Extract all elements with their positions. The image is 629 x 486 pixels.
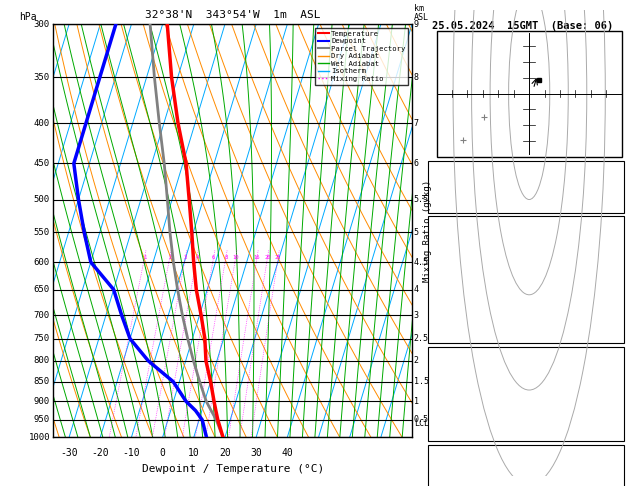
Text: PW (cm): PW (cm) [437,200,474,208]
Text: 319: 319 [601,382,618,391]
Text: Pressure (mb): Pressure (mb) [437,366,506,375]
Text: 8: 8 [414,73,419,82]
Text: -30: -30 [60,448,78,458]
Text: 318: 318 [601,275,618,284]
Text: 850: 850 [34,377,50,386]
Text: 1: 1 [414,397,419,406]
Text: 0.5: 0.5 [414,416,429,424]
Text: 800: 800 [601,366,618,375]
Text: 4: 4 [195,255,198,260]
Text: 400: 400 [34,119,50,127]
Text: EH: EH [437,469,447,477]
Text: Most Unstable: Most Unstable [491,350,561,359]
Text: 4: 4 [414,285,419,294]
Text: 5.5: 5.5 [414,195,429,204]
Text: 4.5: 4.5 [414,258,429,267]
Text: -10: -10 [123,448,140,458]
Text: Temp (°C): Temp (°C) [437,239,485,248]
Text: -20: -20 [91,448,109,458]
Text: 25: 25 [275,255,281,260]
Text: Totals Totals: Totals Totals [437,183,506,191]
Text: 2.5: 2.5 [414,334,429,343]
Text: 450: 450 [34,159,50,168]
Text: LCL: LCL [414,419,429,428]
Text: CIN (J): CIN (J) [437,429,474,438]
Text: 0: 0 [612,413,618,422]
Text: 1.5: 1.5 [414,377,429,386]
Text: 16: 16 [607,165,618,174]
Text: 0: 0 [612,469,618,477]
Text: 7: 7 [414,119,419,127]
Text: 6: 6 [414,159,419,168]
Text: 600: 600 [34,258,50,267]
Text: 900: 900 [34,397,50,406]
Text: Hodograph: Hodograph [502,450,550,458]
Text: Dewpoint / Temperature (°C): Dewpoint / Temperature (°C) [142,464,324,474]
Text: θₑ(K): θₑ(K) [437,275,464,284]
Text: 16: 16 [253,255,260,260]
Text: 800: 800 [34,356,50,365]
Text: 32°38'N  343°54'W  1m  ASL: 32°38'N 343°54'W 1m ASL [145,10,321,20]
Text: 2.35: 2.35 [596,200,618,208]
Text: Mixing Ratio (g/kg): Mixing Ratio (g/kg) [423,180,432,282]
Text: 1000: 1000 [28,433,50,442]
Text: kt: kt [443,35,453,44]
Text: 3: 3 [184,255,187,260]
Text: 6: 6 [212,255,215,260]
Text: 350: 350 [34,73,50,82]
Text: 550: 550 [34,228,50,237]
Text: 0: 0 [612,429,618,438]
Text: 10: 10 [188,448,199,458]
Text: hPa: hPa [19,12,36,22]
Text: 36: 36 [607,183,618,191]
Text: K: K [437,165,442,174]
Legend: Temperature, Dewpoint, Parcel Trajectory, Dry Adiabat, Wet Adiabat, Isotherm, Mi: Temperature, Dewpoint, Parcel Trajectory… [315,28,408,85]
Text: 0: 0 [612,330,618,339]
Text: 9: 9 [414,20,419,29]
Text: 8: 8 [612,294,618,302]
Text: 10: 10 [233,255,239,260]
Text: 2: 2 [414,356,419,365]
Text: 750: 750 [34,334,50,343]
Text: 700: 700 [34,311,50,319]
Text: 300: 300 [34,20,50,29]
Text: 3: 3 [414,311,419,319]
Text: 19.4: 19.4 [596,239,618,248]
Text: 0: 0 [612,312,618,320]
Text: 30: 30 [250,448,262,458]
Text: 8: 8 [225,255,228,260]
Text: 1: 1 [143,255,146,260]
Text: θₑ (K): θₑ (K) [437,382,469,391]
Text: 40: 40 [281,448,293,458]
Text: 20: 20 [264,255,270,260]
Text: Lifted Index: Lifted Index [437,398,501,406]
Text: Lifted Index: Lifted Index [437,294,501,302]
Text: 2: 2 [168,255,171,260]
Text: 500: 500 [34,195,50,204]
Text: 950: 950 [34,416,50,424]
Text: 5: 5 [414,228,419,237]
Text: 8: 8 [612,398,618,406]
Text: CAPE (J): CAPE (J) [437,413,480,422]
Text: 650: 650 [34,285,50,294]
Text: CAPE (J): CAPE (J) [437,312,480,320]
Text: 0: 0 [160,448,165,458]
Text: 14.1: 14.1 [596,257,618,266]
Text: Surface: Surface [507,221,545,229]
Text: 25.05.2024  15GMT  (Base: 06): 25.05.2024 15GMT (Base: 06) [432,21,614,32]
Text: 20: 20 [219,448,231,458]
Text: Dewp (°C): Dewp (°C) [437,257,485,266]
Text: CIN (J): CIN (J) [437,330,474,339]
Text: km
ASL: km ASL [414,4,429,22]
